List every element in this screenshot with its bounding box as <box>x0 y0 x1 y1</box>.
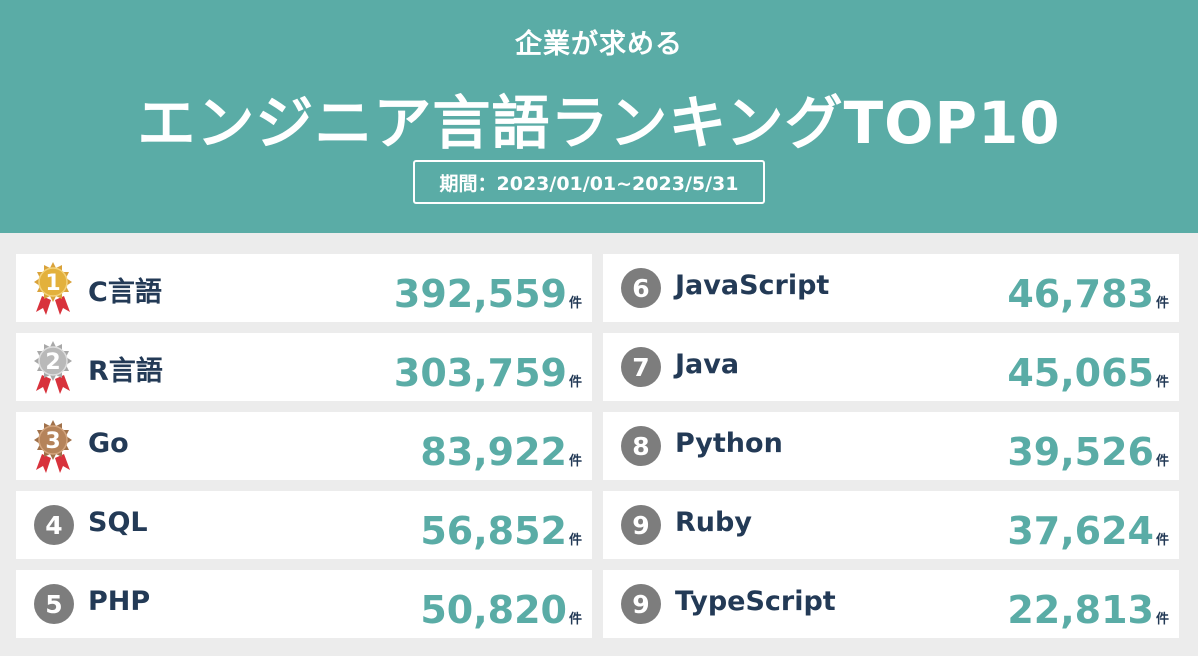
language-name: Java <box>675 349 740 380</box>
ranking-card-5: 5 PHP 50,820 件 <box>16 570 592 638</box>
job-count: 83,922 件 <box>420 430 582 474</box>
rank-badge: 9 <box>621 584 661 624</box>
count-value: 22,813 <box>1007 588 1154 632</box>
svg-text:3: 3 <box>45 429 60 454</box>
count-value: 46,783 <box>1007 272 1154 316</box>
job-count: 56,852 件 <box>420 509 582 553</box>
count-unit: 件 <box>1155 454 1169 469</box>
svg-text:1: 1 <box>45 271 60 296</box>
count-unit: 件 <box>1155 296 1169 311</box>
count-unit: 件 <box>568 375 582 390</box>
language-name: TypeScript <box>675 586 836 617</box>
job-count: 303,759 件 <box>394 351 582 395</box>
language-name: JavaScript <box>675 270 830 301</box>
ranking-card-3: 3 Go 83,922 件 <box>16 412 592 480</box>
period-box: 期間：2023/01/01~2023/5/31 <box>413 160 765 204</box>
language-name: C言語 <box>88 277 162 308</box>
ranking-card-1: 1 C言語 392,559 件 <box>16 254 592 322</box>
count-value: 45,065 <box>1007 351 1154 395</box>
language-name: Go <box>88 428 129 459</box>
job-count: 37,624 件 <box>1007 509 1169 553</box>
count-value: 392,559 <box>393 272 567 316</box>
svg-text:2: 2 <box>45 350 60 375</box>
rank-badge: 9 <box>621 505 661 545</box>
ranking-card-10: 9 TypeScript 22,813 件 <box>603 570 1179 638</box>
ranking-card-2: 2 R言語 303,759 件 <box>16 333 592 401</box>
count-unit: 件 <box>568 612 582 627</box>
language-name: Ruby <box>675 507 752 538</box>
count-unit: 件 <box>1155 375 1169 390</box>
job-count: 46,783 件 <box>1007 272 1169 316</box>
ranking-card-4: 4 SQL 56,852 件 <box>16 491 592 559</box>
header-subtitle: 企業が求める <box>515 29 683 60</box>
job-count: 50,820 件 <box>420 588 582 632</box>
rank-badge: 6 <box>621 268 661 308</box>
count-unit: 件 <box>568 454 582 469</box>
rank-badge: 5 <box>34 584 74 624</box>
rank-badge: 7 <box>621 347 661 387</box>
job-count: 22,813 件 <box>1007 588 1169 632</box>
period-label: 期間：2023/01/01~2023/5/31 <box>439 172 739 195</box>
count-value: 50,820 <box>420 588 567 632</box>
ranking-card-6: 6 JavaScript 46,783 件 <box>603 254 1179 322</box>
rank-badge: 8 <box>621 426 661 466</box>
job-count: 39,526 件 <box>1007 430 1169 474</box>
count-value: 56,852 <box>420 509 567 553</box>
language-name: R言語 <box>88 356 163 387</box>
silver-medal-icon: 2 <box>34 341 72 394</box>
count-unit: 件 <box>1155 533 1169 548</box>
bronze-medal-icon: 3 <box>34 420 72 473</box>
count-value: 39,526 <box>1007 430 1154 474</box>
count-unit: 件 <box>1155 612 1169 627</box>
count-unit: 件 <box>568 296 582 311</box>
job-count: 392,559 件 <box>394 272 582 316</box>
ranking-card-8: 8 Python 39,526 件 <box>603 412 1179 480</box>
language-name: PHP <box>88 586 151 617</box>
ranking-card-9: 9 Ruby 37,624 件 <box>603 491 1179 559</box>
count-value: 303,759 <box>393 351 567 395</box>
gold-medal-icon: 1 <box>34 262 72 315</box>
rank-badge: 4 <box>34 505 74 545</box>
header-banner: 企業が求める エンジニア言語ランキングTOP10 期間：2023/01/01~2… <box>0 0 1198 233</box>
count-value: 37,624 <box>1007 509 1154 553</box>
ranking-card-7: 7 Java 45,065 件 <box>603 333 1179 401</box>
language-name: Python <box>675 428 783 459</box>
count-unit: 件 <box>568 533 582 548</box>
job-count: 45,065 件 <box>1007 351 1169 395</box>
page-title: エンジニア言語ランキングTOP10 <box>137 89 1061 157</box>
count-value: 83,922 <box>420 430 567 474</box>
language-name: SQL <box>88 507 148 538</box>
